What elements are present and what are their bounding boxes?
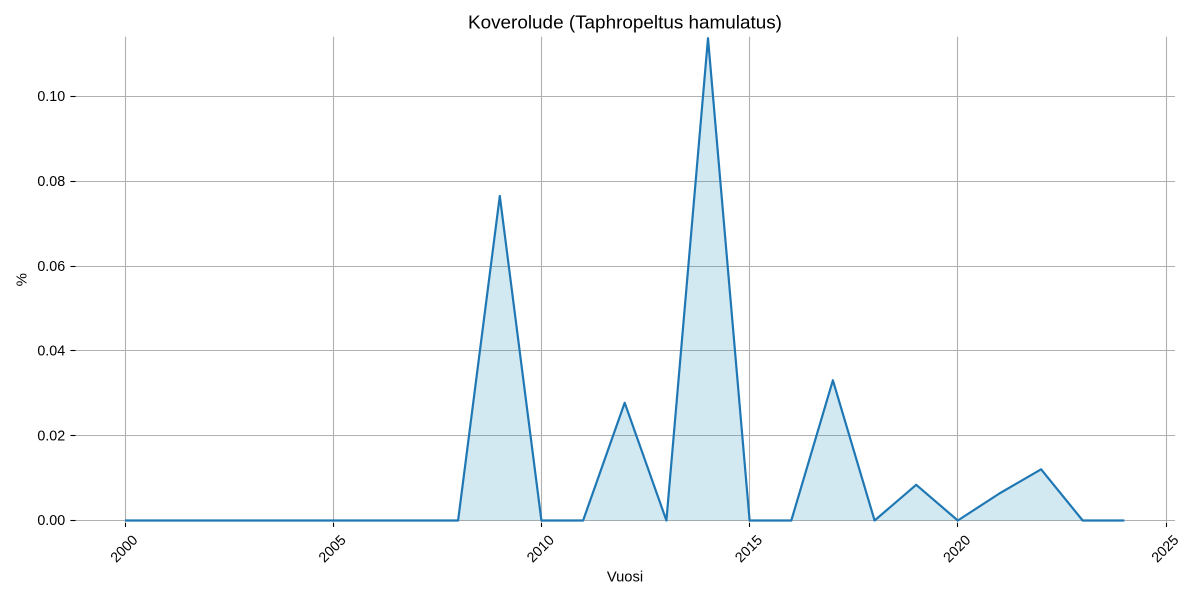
svg-text:0.10: 0.10 xyxy=(37,89,65,105)
svg-text:Vuosi: Vuosi xyxy=(607,570,643,586)
svg-text:0.00: 0.00 xyxy=(37,513,65,529)
svg-text:%: % xyxy=(13,273,30,286)
svg-text:0.02: 0.02 xyxy=(37,428,65,444)
svg-text:Koverolude (Taphropeltus hamul: Koverolude (Taphropeltus hamulatus) xyxy=(468,12,782,33)
svg-text:0.04: 0.04 xyxy=(37,344,65,360)
svg-text:0.06: 0.06 xyxy=(37,259,65,275)
svg-text:0.08: 0.08 xyxy=(37,174,65,190)
